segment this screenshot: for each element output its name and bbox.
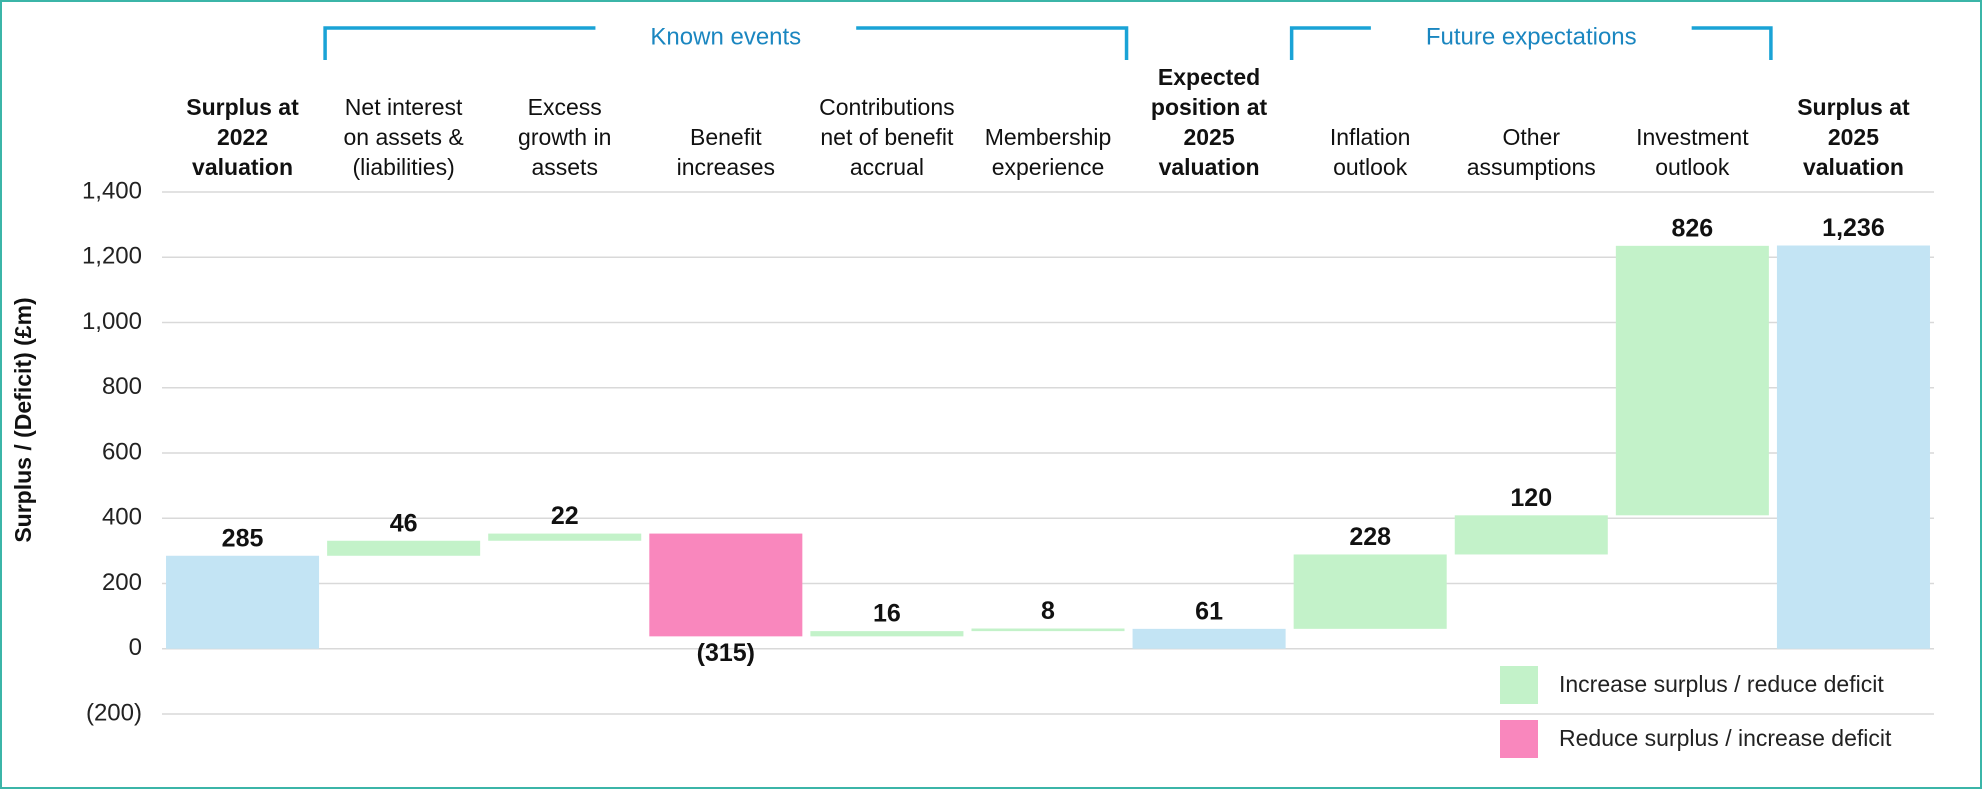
- legend-label: Reduce surplus / increase deficit: [1559, 725, 1892, 751]
- y-tick-label: 600: [102, 438, 142, 465]
- data-label: 8: [1041, 597, 1055, 625]
- data-label: 1,236: [1822, 214, 1885, 242]
- bar: [1132, 628, 1286, 649]
- data-label: 120: [1510, 484, 1552, 512]
- x-tick-label: Benefit increases: [676, 124, 776, 180]
- y-tick-label: 400: [102, 504, 142, 531]
- legend-label: Increase surplus / reduce deficit: [1559, 671, 1884, 697]
- x-tick-label: Surplus at 2025 valuation: [1797, 94, 1910, 180]
- legend-swatch: [1500, 720, 1538, 758]
- bar: [971, 628, 1125, 632]
- y-tick-label: 0: [129, 634, 142, 661]
- bar: [166, 555, 320, 649]
- y-tick-label: 200: [102, 569, 142, 596]
- y-axis-label: Surplus / (Deficit) (£m): [10, 297, 36, 542]
- x-tick-label: Inflation outlook: [1329, 124, 1411, 180]
- data-label: 285: [222, 524, 264, 552]
- data-label: 61: [1195, 597, 1223, 625]
- y-tick-label: 1,000: [82, 308, 142, 335]
- y-tick-label: (200): [86, 699, 142, 726]
- bar: [1776, 245, 1930, 649]
- x-tick-label: Investment outlook: [1636, 124, 1749, 180]
- data-label: 16: [873, 600, 901, 628]
- group-bracket: [323, 26, 1129, 60]
- x-tick-label: Surplus at 2022 valuation: [186, 94, 299, 180]
- bar: [488, 533, 642, 541]
- data-label: 22: [551, 502, 579, 530]
- bar: [810, 631, 964, 637]
- bar: [1454, 515, 1608, 555]
- bar: [327, 540, 481, 556]
- data-label: 826: [1672, 214, 1714, 242]
- group-label: Known events: [650, 23, 801, 50]
- bar: [1615, 245, 1769, 516]
- data-label: 46: [390, 509, 418, 537]
- data-label: 228: [1349, 523, 1391, 551]
- x-tick-label: Net interest on assets & (liabilities): [343, 94, 464, 180]
- x-tick-label: Contributions net of benefit accrual: [819, 94, 955, 180]
- y-tick-label: 1,200: [82, 243, 142, 270]
- legend-swatch: [1500, 666, 1538, 704]
- bar: [1293, 554, 1447, 629]
- data-label: (315): [697, 639, 755, 667]
- y-tick-label: 1,400: [82, 177, 142, 204]
- y-tick-label: 800: [102, 373, 142, 400]
- group-label: Future expectations: [1426, 23, 1637, 50]
- x-tick-label: Excess growth in assets: [518, 94, 612, 180]
- bar: [649, 533, 803, 637]
- group-bracket: [1289, 26, 1773, 60]
- x-tick-label: Membership experience: [984, 124, 1112, 180]
- x-tick-label: Expected position at 2025 valuation: [1150, 64, 1268, 180]
- x-tick-label: Other assumptions: [1466, 124, 1596, 180]
